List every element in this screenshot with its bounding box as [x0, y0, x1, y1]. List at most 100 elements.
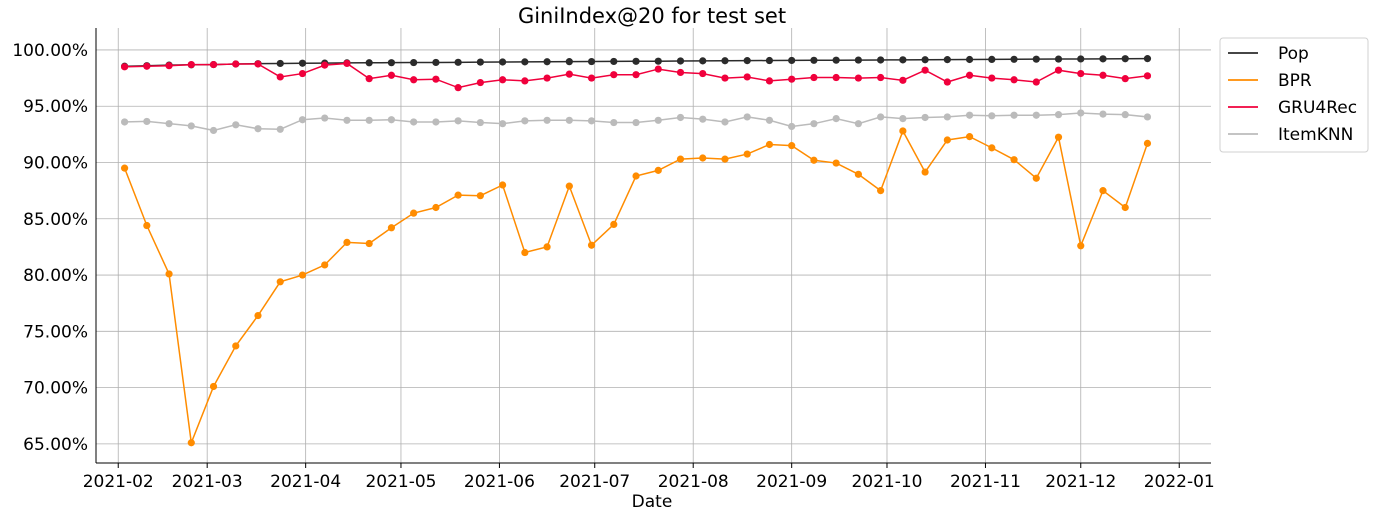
data-point-bpr — [254, 311, 262, 320]
data-point-itemknn — [454, 117, 462, 125]
x-tick-label: 2021-02 — [83, 472, 154, 492]
data-point-gru4rec — [921, 66, 929, 74]
legend-label-bpr: BPR — [1278, 71, 1312, 91]
data-point-gru4rec — [743, 73, 751, 81]
data-point-itemknn — [1010, 111, 1018, 119]
data-point-bpr — [765, 140, 774, 149]
data-point-bpr — [743, 150, 751, 158]
data-point-gru4rec — [1054, 66, 1063, 74]
data-point-itemknn — [432, 118, 440, 126]
legend-label-pop: Pop — [1278, 44, 1309, 64]
data-point-itemknn — [587, 117, 596, 125]
data-point-itemknn — [854, 120, 862, 128]
data-point-bpr — [1032, 174, 1040, 182]
data-point-bpr — [1143, 139, 1152, 147]
data-point-bpr — [610, 220, 618, 228]
data-point-itemknn — [965, 111, 974, 119]
y-tick-label: 80.00% — [23, 266, 88, 286]
data-point-pop — [632, 57, 640, 65]
data-point-pop — [476, 58, 484, 66]
data-point-pop — [765, 56, 774, 65]
data-point-bpr — [343, 238, 351, 247]
data-point-bpr — [499, 181, 507, 189]
data-point-gru4rec — [387, 71, 396, 79]
data-point-bpr — [454, 191, 462, 199]
data-point-bpr — [1010, 156, 1018, 164]
data-point-pop — [654, 57, 662, 65]
x-tick-label: 2021-08 — [658, 472, 729, 492]
data-point-gru4rec — [854, 74, 862, 82]
data-point-pop — [788, 56, 796, 65]
data-point-bpr — [1077, 242, 1085, 250]
data-point-gru4rec — [565, 70, 573, 78]
data-point-itemknn — [298, 116, 307, 124]
y-tick-label: 90.00% — [23, 153, 88, 173]
data-point-bpr — [832, 159, 840, 167]
data-point-itemknn — [120, 118, 129, 126]
data-point-itemknn — [832, 115, 840, 123]
data-point-itemknn — [943, 113, 951, 121]
data-point-gru4rec — [276, 73, 284, 81]
data-point-itemknn — [743, 113, 751, 121]
data-point-gru4rec — [587, 74, 596, 82]
data-point-bpr — [165, 270, 173, 278]
x-tick-label: 2021-05 — [365, 472, 436, 492]
data-point-bpr — [209, 382, 218, 391]
data-point-itemknn — [810, 120, 818, 128]
data-point-itemknn — [632, 118, 640, 127]
data-point-bpr — [410, 209, 418, 217]
data-point-pop — [1032, 55, 1040, 63]
data-point-pop — [610, 57, 618, 66]
data-point-itemknn — [276, 125, 284, 133]
data-point-gru4rec — [143, 62, 151, 70]
data-point-gru4rec — [721, 74, 729, 82]
data-point-itemknn — [676, 113, 685, 122]
data-point-gru4rec — [1121, 75, 1129, 83]
data-point-gru4rec — [877, 73, 885, 82]
data-point-gru4rec — [654, 65, 662, 73]
data-point-pop — [410, 58, 418, 67]
data-point-bpr — [521, 248, 529, 257]
data-point-itemknn — [143, 117, 151, 126]
data-point-pop — [854, 56, 862, 64]
data-point-pop — [276, 59, 284, 68]
data-point-itemknn — [565, 116, 573, 124]
data-point-bpr — [721, 155, 729, 163]
data-point-pop — [810, 56, 818, 64]
data-point-pop — [921, 56, 929, 64]
y-tick-label: 85.00% — [23, 210, 88, 230]
data-point-gru4rec — [298, 69, 307, 78]
data-point-gru4rec — [699, 69, 707, 78]
x-tick-label: 2021-03 — [172, 472, 243, 492]
data-point-gru4rec — [1143, 72, 1152, 80]
data-point-gru4rec — [521, 77, 529, 85]
data-point-bpr — [943, 136, 951, 144]
data-point-gru4rec — [965, 71, 974, 79]
x-tick-label: 2021-12 — [1045, 472, 1116, 492]
data-point-pop — [298, 59, 307, 67]
data-point-itemknn — [988, 112, 996, 120]
data-point-itemknn — [365, 116, 373, 124]
legend-label-gru4rec: GRU4Rec — [1278, 98, 1357, 118]
data-point-itemknn — [410, 118, 418, 126]
data-point-pop — [387, 59, 396, 67]
data-point-bpr — [1099, 187, 1107, 195]
data-point-itemknn — [654, 116, 662, 124]
data-point-itemknn — [899, 115, 907, 123]
data-point-gru4rec — [632, 71, 640, 79]
legend-box — [1219, 37, 1369, 153]
data-point-gru4rec — [1099, 71, 1107, 79]
data-point-pop — [1010, 55, 1018, 63]
data-point-pop — [743, 57, 751, 65]
data-point-bpr — [921, 168, 929, 176]
data-point-bpr — [476, 192, 484, 200]
data-point-itemknn — [1054, 111, 1063, 119]
data-point-itemknn — [765, 116, 774, 124]
data-point-itemknn — [721, 118, 729, 126]
data-point-gru4rec — [610, 71, 618, 79]
data-point-itemknn — [1077, 109, 1085, 117]
y-tick-label: 100.00% — [12, 41, 88, 61]
data-point-itemknn — [1121, 111, 1129, 119]
data-point-gru4rec — [454, 84, 462, 92]
data-point-itemknn — [321, 114, 329, 122]
